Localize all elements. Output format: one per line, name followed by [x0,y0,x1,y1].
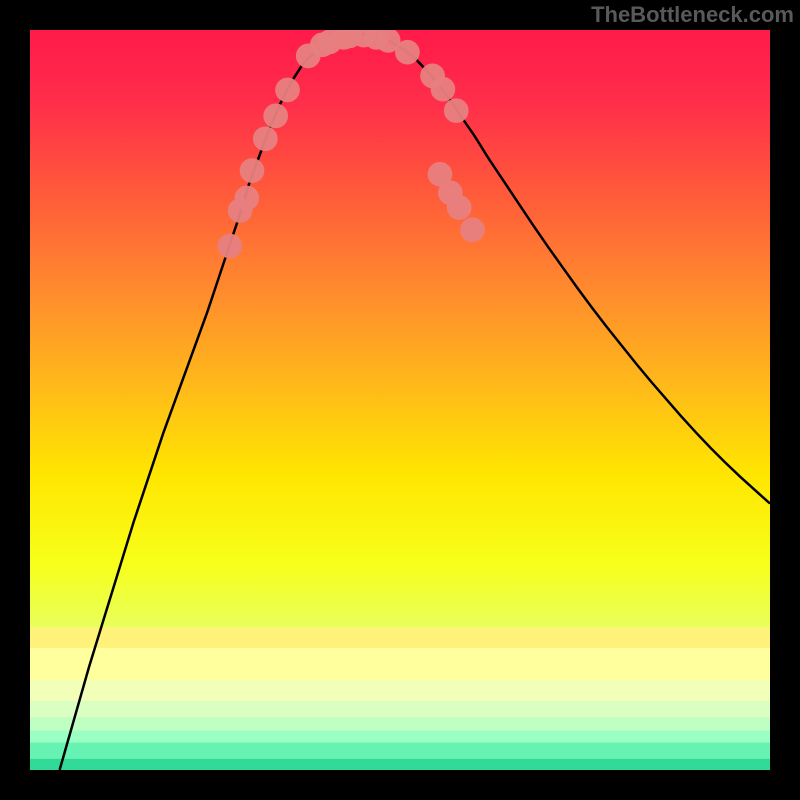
data-marker [431,77,455,101]
data-marker [396,40,420,64]
color-bands [30,627,770,770]
data-marker [240,159,264,183]
data-marker [264,104,288,128]
data-marker [276,78,300,102]
outer-frame: TheBottleneck.com [0,0,800,800]
data-marker [447,196,471,220]
bottleneck-chart [30,30,770,770]
watermark-text: TheBottleneck.com [591,2,794,28]
data-marker [235,186,259,210]
data-marker [461,218,485,242]
data-marker [218,234,242,258]
data-marker [444,99,468,123]
data-marker [253,127,277,151]
